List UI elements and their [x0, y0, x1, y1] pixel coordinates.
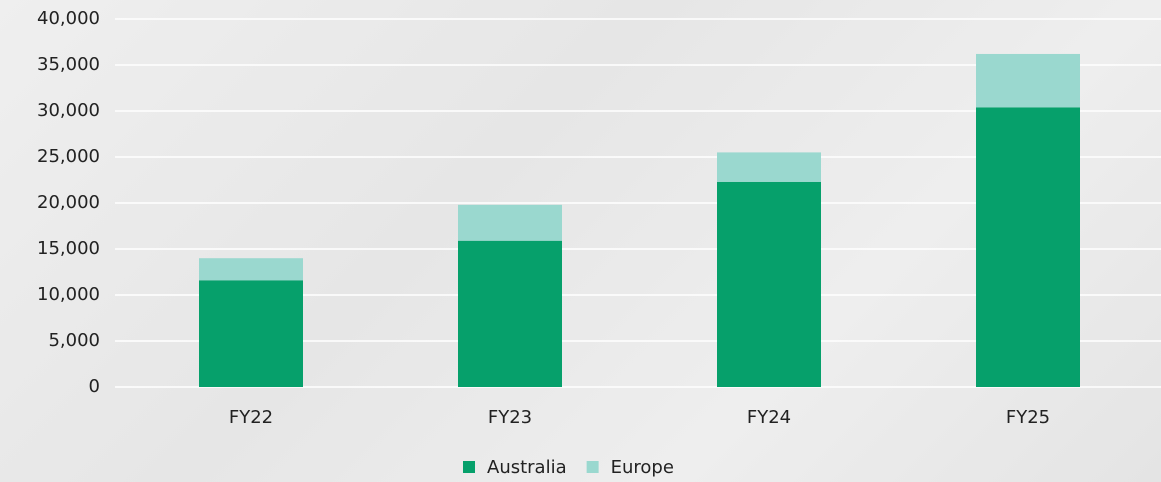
legend-label: Australia [487, 457, 567, 478]
legend-label: Europe [611, 457, 674, 478]
y-tick-label: 30,000 [37, 100, 100, 121]
x-tick-label: FY22 [229, 407, 273, 428]
bar-segment [976, 53, 1080, 108]
bar-segment [199, 258, 303, 281]
bar-segment [458, 204, 562, 241]
legend-swatch [463, 461, 475, 473]
bar-segment [458, 240, 562, 387]
x-tick-label: FY23 [488, 407, 532, 428]
legend-swatch [586, 461, 599, 473]
y-tick-label: 20,000 [37, 192, 100, 213]
y-tick-label: 35,000 [37, 54, 100, 75]
y-tick-label: 10,000 [37, 284, 100, 305]
bar-segment [717, 181, 821, 387]
bar-segment [199, 280, 303, 387]
bar-segment [717, 152, 821, 182]
y-tick-label: 0 [89, 376, 100, 397]
bar-segment [976, 107, 1080, 387]
y-tick-label: 25,000 [37, 146, 100, 167]
y-tick-label: 15,000 [37, 238, 100, 259]
y-tick-label: 40,000 [37, 8, 100, 29]
x-tick-label: FY25 [1006, 407, 1050, 428]
y-tick-label: 5,000 [48, 330, 100, 351]
x-tick-label: FY24 [747, 407, 791, 428]
